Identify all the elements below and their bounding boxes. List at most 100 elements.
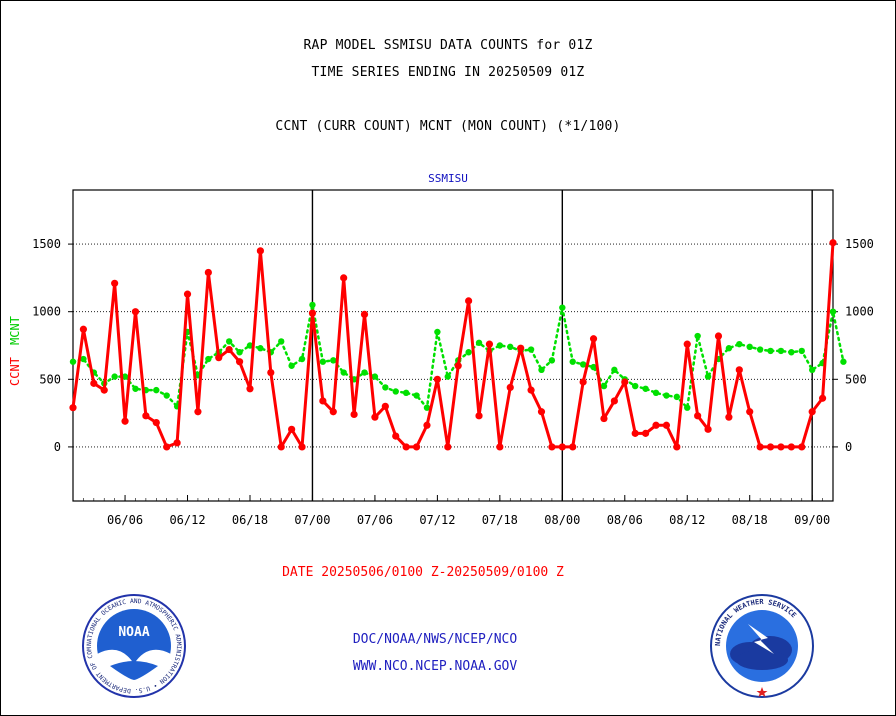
x-tick-label: 06/12 — [169, 513, 205, 527]
chart-title: RAP MODEL SSMISU DATA COUNTS for 01Z — [303, 38, 593, 53]
data-point-ccnt — [183, 290, 192, 298]
x-tick-label: 09/00 — [794, 513, 830, 527]
data-point-ccnt — [69, 404, 77, 412]
data-point-mcnt — [111, 373, 118, 380]
data-point-ccnt — [131, 308, 140, 316]
data-point-ccnt — [652, 421, 660, 429]
data-point-ccnt — [621, 378, 629, 386]
noaa-logo-text: NOAA — [118, 625, 149, 640]
data-point-mcnt — [652, 389, 660, 397]
data-point-ccnt — [787, 443, 795, 451]
data-point-mcnt — [330, 357, 337, 364]
data-point-ccnt — [121, 417, 129, 425]
data-point-ccnt — [111, 279, 119, 287]
data-point-mcnt — [298, 355, 306, 363]
data-point-ccnt — [246, 385, 254, 393]
y-tick-label: 1000 — [32, 305, 61, 319]
data-point-mcnt — [694, 332, 701, 340]
data-point-mcnt — [465, 349, 472, 356]
data-point-ccnt — [235, 358, 244, 366]
plot-label: SSMISU — [428, 172, 468, 185]
data-point-mcnt — [236, 349, 243, 356]
data-point-ccnt — [142, 412, 150, 420]
data-point-ccnt — [798, 443, 806, 451]
data-point-ccnt — [756, 443, 764, 451]
data-point-ccnt — [746, 408, 754, 416]
data-point-ccnt — [340, 274, 348, 282]
data-point-ccnt — [225, 345, 233, 354]
data-point-mcnt — [340, 369, 347, 376]
data-point-mcnt — [725, 345, 733, 352]
data-point-ccnt — [308, 309, 317, 317]
y-tick-label-right: 500 — [845, 372, 867, 386]
data-point-ccnt — [173, 439, 181, 447]
data-point-ccnt — [631, 429, 639, 437]
x-tick-label: 06/06 — [107, 513, 143, 527]
data-point-ccnt — [215, 354, 223, 362]
data-point-ccnt — [423, 421, 431, 429]
data-point-ccnt — [319, 397, 327, 405]
data-point-mcnt — [257, 345, 264, 352]
data-point-ccnt — [392, 432, 400, 440]
data-point-ccnt — [600, 414, 608, 423]
data-point-ccnt — [90, 379, 98, 387]
data-point-mcnt — [663, 392, 670, 399]
x-tick-label: 08/06 — [607, 513, 643, 527]
data-point-mcnt — [777, 347, 785, 355]
data-point-ccnt — [402, 443, 410, 451]
data-point-ccnt — [766, 443, 775, 451]
y-tick-label: 0 — [54, 440, 61, 454]
data-point-mcnt — [808, 366, 816, 374]
data-point-ccnt — [194, 408, 202, 416]
data-point-mcnt — [121, 373, 129, 380]
y-tick-label: 1500 — [32, 237, 61, 251]
data-point-ccnt — [267, 368, 275, 377]
data-point-ccnt — [704, 425, 712, 433]
data-point-mcnt — [611, 366, 618, 374]
data-point-mcnt — [444, 373, 451, 380]
data-point-ccnt — [360, 310, 369, 318]
data-point-ccnt — [163, 443, 171, 451]
x-tick-label: 08/00 — [544, 513, 580, 527]
data-point-mcnt — [673, 393, 681, 401]
data-point-mcnt — [704, 373, 712, 380]
data-point-mcnt — [475, 339, 483, 346]
noaa-logo-icon: NOAA NATIONAL OCEANIC AND ATMOSPHERIC AD… — [80, 594, 186, 698]
data-point-mcnt — [132, 385, 139, 392]
data-point-ccnt — [808, 408, 816, 416]
data-point-ccnt — [683, 340, 691, 348]
data-point-ccnt — [569, 443, 577, 451]
data-point-ccnt — [412, 443, 421, 451]
data-point-ccnt — [829, 239, 837, 247]
data-point-ccnt — [381, 402, 389, 410]
data-point-ccnt — [714, 332, 723, 340]
date-range: DATE 20250506/0100 Z-20250509/0100 Z — [282, 565, 564, 580]
data-point-ccnt — [506, 383, 514, 392]
nws-logo-icon: NATIONAL WEATHER SERVICE — [710, 594, 814, 698]
footer-link-website[interactable]: WWW.NCO.NCEP.NOAA.GOV — [352, 659, 518, 674]
data-point-mcnt — [756, 346, 764, 353]
data-point-mcnt — [80, 355, 87, 363]
data-point-ccnt — [288, 425, 296, 433]
data-point-mcnt — [319, 358, 327, 365]
data-point-ccnt — [527, 386, 535, 394]
data-point-mcnt — [434, 328, 441, 336]
x-tick-label: 07/12 — [419, 513, 455, 527]
data-point-ccnt — [642, 429, 650, 437]
series-line-ccnt — [71, 242, 835, 449]
data-point-ccnt — [79, 325, 88, 333]
data-point-mcnt — [788, 349, 795, 356]
data-point-ccnt — [694, 412, 702, 420]
y-tick-label-right: 1500 — [845, 237, 874, 251]
data-point-mcnt — [642, 385, 649, 392]
footer-link-doc[interactable]: DOC/NOAA/NWS/NCEP/NCO — [352, 632, 518, 647]
data-point-ccnt — [673, 443, 681, 451]
data-point-ccnt — [256, 247, 264, 255]
data-point-ccnt — [475, 412, 483, 420]
data-point-mcnt — [496, 342, 504, 349]
data-point-mcnt — [590, 363, 597, 371]
data-point-mcnt — [423, 404, 431, 411]
data-point-ccnt — [517, 344, 525, 352]
data-point-mcnt — [392, 388, 399, 395]
